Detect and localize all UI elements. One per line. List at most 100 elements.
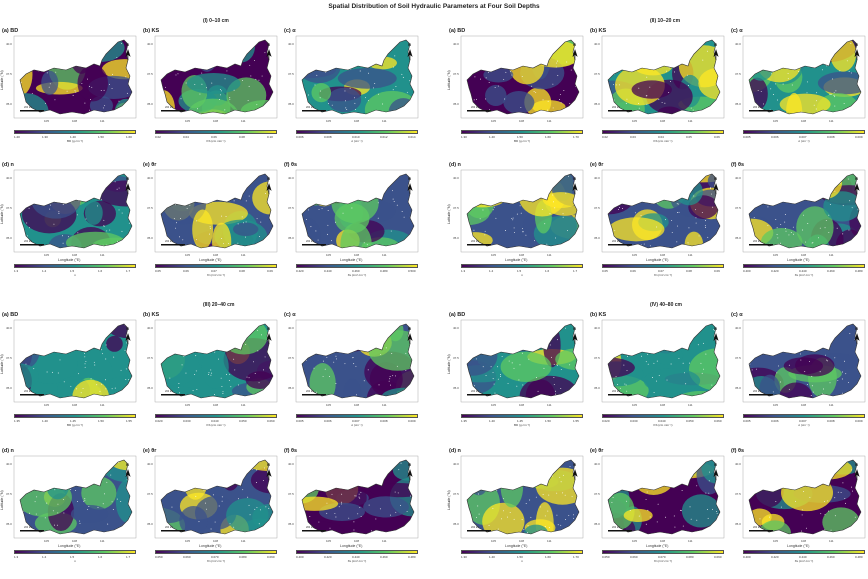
- colorbar: [602, 130, 724, 134]
- scale-label: 200 km: [165, 526, 174, 529]
- colorbar-tick: 0.460: [380, 555, 388, 559]
- colorbar-unit: α (cm⁻¹): [798, 139, 810, 143]
- map-panel: (d) n N 200 km 40.0 37.5 35.0 105 108 111 Latitud…: [0, 162, 140, 282]
- north-arrow-icon: [572, 49, 578, 60]
- map-panel: (c) α N 200 km 40.0 37.5 35.0 105 108 111 0.005 0.…: [729, 28, 868, 148]
- region-boundary: [19, 459, 133, 535]
- lon-tick: 108: [354, 119, 360, 123]
- colorbar-tick: 1.5: [70, 555, 75, 559]
- lat-tick: 40.0: [6, 176, 12, 180]
- scale-bar: [161, 244, 185, 246]
- lat-tick: 40.0: [453, 176, 459, 180]
- colorbar-tick: 0.08: [239, 135, 245, 139]
- scale-bar: [467, 394, 491, 396]
- map-panel: (b) KS (I) 0–10 cm N 200 km 40.0 37.5 35.0 105 1…: [141, 18, 281, 148]
- map-panel: (a) BD N 200 km 40.0 37.5 35.0 105 108 111 Latitu…: [447, 28, 587, 148]
- map-svg: [295, 35, 419, 119]
- map-frame: [13, 169, 137, 253]
- region-boundary: [466, 39, 580, 115]
- colorbar-tick: 0.020: [155, 419, 163, 423]
- lon-tick: 105: [632, 403, 638, 407]
- lon-tick: 111: [688, 403, 693, 407]
- colorbar-tick: 0.480: [855, 555, 863, 559]
- north-arrow-icon: [407, 183, 413, 194]
- lon-tick: 108: [660, 403, 666, 407]
- colorbar-unit: BD (g cm⁻³): [66, 139, 84, 143]
- colorbar: [14, 130, 136, 134]
- depth-label: (I) 0–10 cm: [203, 18, 229, 24]
- lon-tick: 111: [241, 539, 246, 543]
- lon-tick: 111: [100, 253, 105, 257]
- lat-tick: 37.5: [147, 72, 153, 76]
- colorbar-tick: 0.012: [380, 135, 388, 139]
- scale-bar: [749, 110, 773, 112]
- colorbar-tick: 0.050: [602, 555, 610, 559]
- longitude-axis-label: Longitude (°E): [58, 544, 81, 548]
- colorbar-tick: 1.30: [42, 135, 48, 139]
- panel-label: (c) α: [731, 312, 743, 318]
- scale-label: 200 km: [306, 240, 315, 243]
- colorbar-unit: KS (cm min⁻¹): [653, 139, 673, 143]
- colorbar-tick: 1.3: [14, 269, 19, 273]
- colorbar: [743, 414, 865, 418]
- map-panel: (d) n N 200 km 40.0 37.5 35.0 105 108 111 Latitud…: [0, 448, 140, 568]
- scale-bar: [20, 244, 44, 246]
- colorbar-tick: 1.20: [14, 135, 20, 139]
- region-boundary: [19, 39, 133, 115]
- colorbar-tick: 0.480: [855, 269, 863, 273]
- colorbar-tick: 1.50: [517, 555, 523, 559]
- region-boundary: [19, 173, 133, 249]
- colorbar-tick: 0.080: [686, 555, 694, 559]
- raster-field: [302, 40, 414, 114]
- colorbar-unit: n: [521, 559, 523, 563]
- map-svg: [601, 319, 725, 403]
- colorbar-tick: 0.05: [155, 269, 161, 273]
- lat-tick: 40.0: [453, 326, 459, 330]
- lon-tick: 105: [326, 253, 332, 257]
- map-svg: [295, 319, 419, 403]
- lat-tick: 37.5: [594, 356, 600, 360]
- colorbar-tick: 0.007: [799, 419, 807, 423]
- lat-tick: 37.5: [453, 356, 459, 360]
- north-arrow-icon: [125, 183, 131, 194]
- region-boundary: [607, 39, 721, 115]
- lat-tick: 35.0: [453, 236, 459, 240]
- colorbar-tick: 0.009: [408, 419, 416, 423]
- colorbar-unit: n: [74, 559, 76, 563]
- longitude-axis-label: Longitude (°E): [787, 258, 810, 262]
- lon-tick: 108: [519, 403, 525, 407]
- scale-bar: [302, 244, 326, 246]
- colorbar-tick: 0.008: [324, 135, 332, 139]
- colorbar-tick: 0.420: [771, 269, 779, 273]
- lat-tick: 35.0: [453, 522, 459, 526]
- colorbar-tick: 0.060: [630, 555, 638, 559]
- colorbar-tick: 1.5: [517, 269, 522, 273]
- colorbar-tick: 0.400: [743, 555, 751, 559]
- lon-tick: 105: [491, 253, 497, 257]
- figure-title: Spatial Distribution of Soil Hydraulic P…: [328, 3, 540, 10]
- north-arrow-icon: [713, 333, 719, 344]
- map-panel: (f) θs N 200 km 40.0 37.5 35.0 105 108 111 Longit…: [729, 448, 868, 568]
- colorbar-unit: KS (cm min⁻¹): [206, 139, 226, 143]
- colorbar-tick: 0.08: [686, 269, 692, 273]
- north-label: N: [408, 176, 411, 181]
- colorbar-unit: θr (cm³ cm⁻³): [207, 273, 225, 277]
- panel-label: (b) KS: [590, 312, 607, 318]
- scale-bar: [608, 244, 632, 246]
- north-arrow-icon: [266, 183, 272, 194]
- panel-label: (d) n: [449, 448, 461, 454]
- colorbar-tick: 1.50: [545, 419, 551, 423]
- north-arrow-icon: [854, 183, 860, 194]
- panel-label: (c) α: [731, 28, 743, 34]
- colorbar-tick: 0.050: [239, 419, 247, 423]
- map-frame: [13, 319, 137, 403]
- colorbar-tick: 0.005: [743, 419, 751, 423]
- lat-tick: 40.0: [6, 462, 12, 466]
- raster-field: [608, 174, 720, 248]
- north-arrow-icon: [854, 333, 860, 344]
- north-label: N: [267, 176, 270, 181]
- lat-tick: 37.5: [735, 492, 741, 496]
- region-boundary: [160, 323, 274, 399]
- colorbar-tick: 0.006: [324, 419, 332, 423]
- lat-tick: 37.5: [288, 356, 294, 360]
